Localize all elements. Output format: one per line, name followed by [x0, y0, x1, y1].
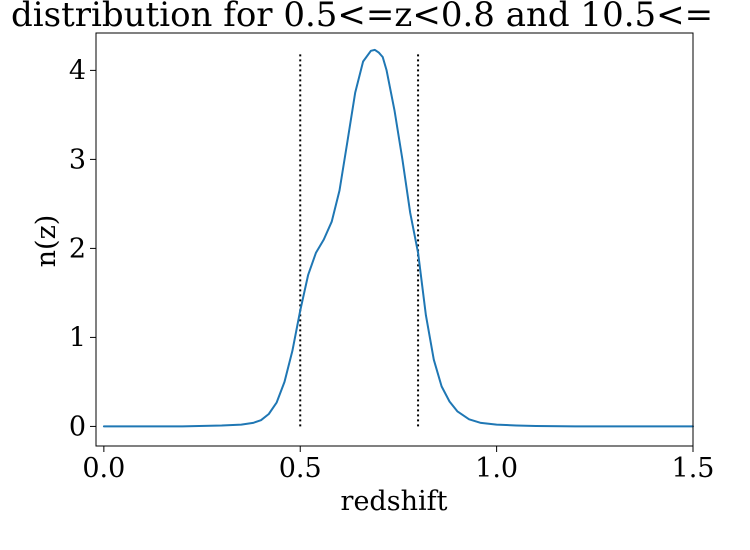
y-tick-label: 0 — [69, 411, 86, 442]
plot-frame — [95, 32, 694, 447]
x-tick-label: 1.5 — [672, 453, 715, 484]
x-axis: 0.0 0.5 1.0 1.5 — [82, 446, 714, 484]
x-axis-label: redshift — [341, 486, 448, 517]
y-tick-label: 4 — [69, 55, 86, 86]
y-tick-label: 3 — [69, 144, 86, 175]
chart-title: distribution for 0.5<=z<0.8 and 10.5<= — [11, 0, 713, 35]
series-line-0 — [102, 48, 694, 428]
x-tick-label: 0.5 — [279, 453, 322, 484]
plot-area — [102, 48, 694, 428]
y-axis-label: n(z) — [31, 215, 62, 268]
y-tick-label: 1 — [69, 322, 86, 353]
x-tick-label: 1.0 — [475, 453, 518, 484]
y-axis: 0 1 2 3 4 — [69, 55, 96, 442]
x-tick-label: 0.0 — [82, 453, 125, 484]
y-tick-label: 2 — [69, 233, 86, 264]
